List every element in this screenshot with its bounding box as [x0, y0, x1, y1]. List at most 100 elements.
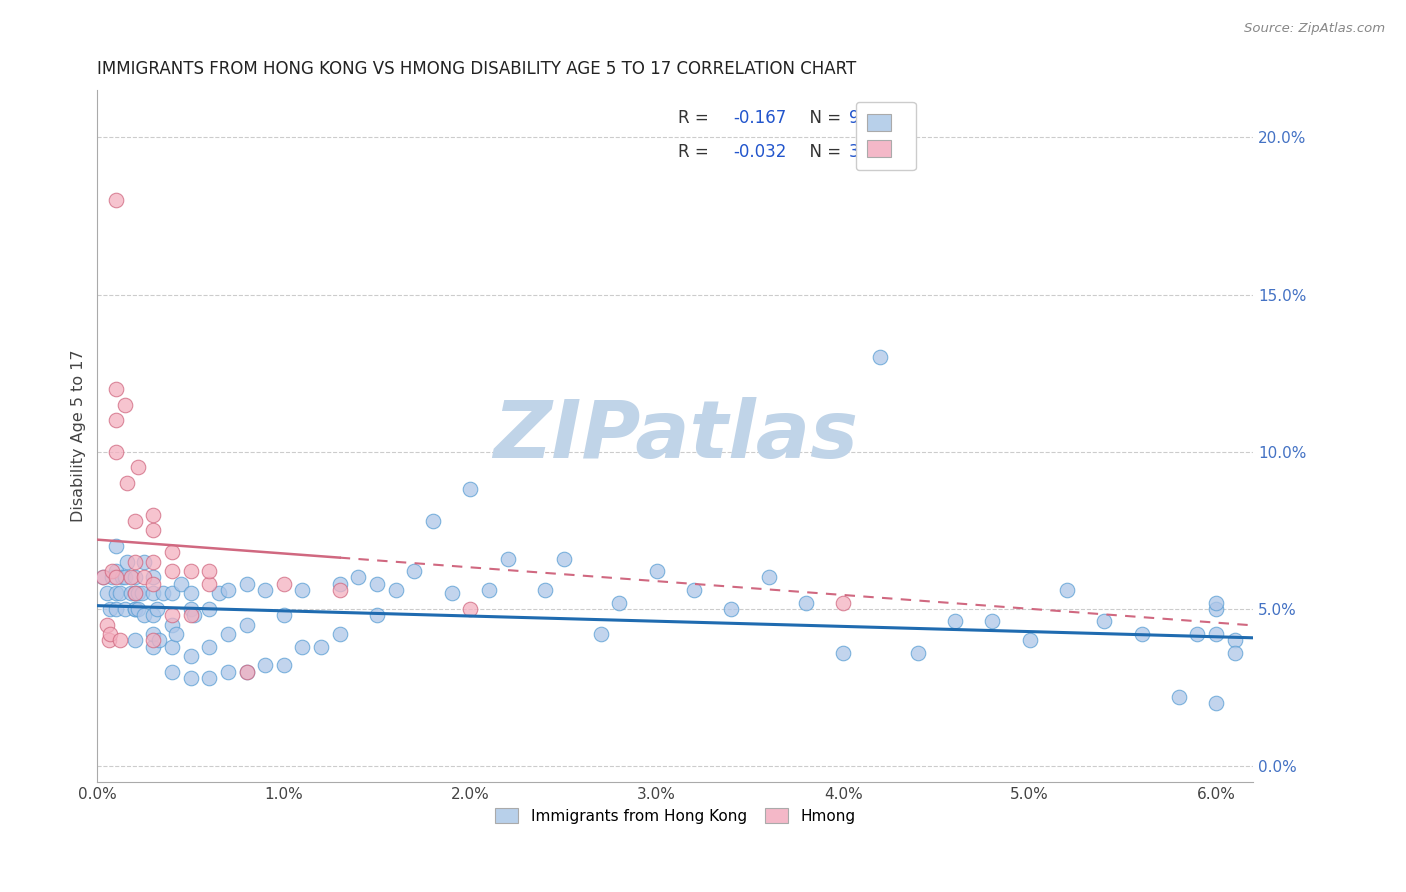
Point — [907, 646, 929, 660]
Point — [127, 586, 149, 600]
Point — [180, 586, 202, 600]
Point — [101, 570, 124, 584]
Point — [165, 627, 187, 641]
Point — [273, 658, 295, 673]
Point — [160, 608, 183, 623]
Point — [105, 444, 128, 458]
Point — [422, 514, 444, 528]
Point — [160, 617, 183, 632]
Point — [1205, 602, 1227, 616]
Point — [458, 483, 481, 497]
Point — [180, 608, 202, 623]
Point — [183, 608, 205, 623]
Point — [440, 586, 463, 600]
Point — [108, 633, 131, 648]
Point — [105, 586, 128, 600]
Point — [180, 602, 202, 616]
Point — [254, 658, 277, 673]
Point — [142, 576, 165, 591]
Point — [1205, 696, 1227, 710]
Point — [589, 627, 612, 641]
Point — [217, 582, 239, 597]
Point — [142, 555, 165, 569]
Point — [131, 586, 153, 600]
Point — [180, 671, 202, 685]
Point — [124, 602, 146, 616]
Point — [758, 570, 780, 584]
Point — [146, 602, 169, 616]
Point — [124, 570, 146, 584]
Text: Source: ZipAtlas.com: Source: ZipAtlas.com — [1244, 22, 1385, 36]
Point — [832, 595, 855, 609]
Point — [124, 586, 146, 600]
Point — [273, 576, 295, 591]
Point — [981, 615, 1004, 629]
Point — [794, 595, 817, 609]
Text: -0.032: -0.032 — [733, 144, 786, 161]
Point — [1130, 627, 1153, 641]
Point — [127, 602, 149, 616]
Point — [142, 508, 165, 522]
Point — [217, 665, 239, 679]
Point — [105, 413, 128, 427]
Point — [160, 665, 183, 679]
Point — [217, 627, 239, 641]
Point — [105, 570, 128, 584]
Point — [100, 602, 122, 616]
Point — [943, 615, 966, 629]
Point — [91, 570, 114, 584]
Point — [115, 476, 138, 491]
Point — [142, 627, 165, 641]
Point — [869, 351, 891, 365]
Point — [235, 665, 257, 679]
Point — [160, 545, 183, 559]
Point — [114, 602, 136, 616]
Text: R =: R = — [678, 144, 714, 161]
Point — [124, 586, 146, 600]
Point — [366, 608, 388, 623]
Legend: Immigrants from Hong Kong, Hmong: Immigrants from Hong Kong, Hmong — [486, 798, 865, 833]
Text: N =: N = — [799, 109, 846, 127]
Point — [347, 570, 370, 584]
Point — [142, 570, 165, 584]
Point — [152, 586, 174, 600]
Point — [105, 194, 128, 208]
Point — [273, 608, 295, 623]
Point — [534, 582, 557, 597]
Point — [198, 576, 221, 591]
Point — [105, 564, 128, 578]
Point — [291, 640, 314, 654]
Point — [124, 633, 146, 648]
Point — [1205, 595, 1227, 609]
Point — [132, 555, 155, 569]
Point — [142, 608, 165, 623]
Point — [114, 398, 136, 412]
Point — [148, 633, 170, 648]
Point — [160, 564, 183, 578]
Point — [108, 586, 131, 600]
Point — [609, 595, 631, 609]
Point — [101, 564, 124, 578]
Point — [1092, 615, 1115, 629]
Point — [329, 582, 352, 597]
Point — [180, 564, 202, 578]
Text: -0.167: -0.167 — [733, 109, 786, 127]
Text: R =: R = — [678, 109, 714, 127]
Point — [553, 551, 575, 566]
Point — [114, 570, 136, 584]
Point — [142, 640, 165, 654]
Point — [384, 582, 406, 597]
Point — [309, 640, 332, 654]
Point — [160, 640, 183, 654]
Point — [105, 382, 128, 396]
Point — [170, 576, 193, 591]
Point — [97, 633, 120, 648]
Point — [96, 586, 118, 600]
Point — [720, 602, 742, 616]
Point — [142, 586, 165, 600]
Point — [124, 555, 146, 569]
Point — [496, 551, 519, 566]
Point — [96, 617, 118, 632]
Text: 98: 98 — [849, 109, 870, 127]
Point — [1187, 627, 1209, 641]
